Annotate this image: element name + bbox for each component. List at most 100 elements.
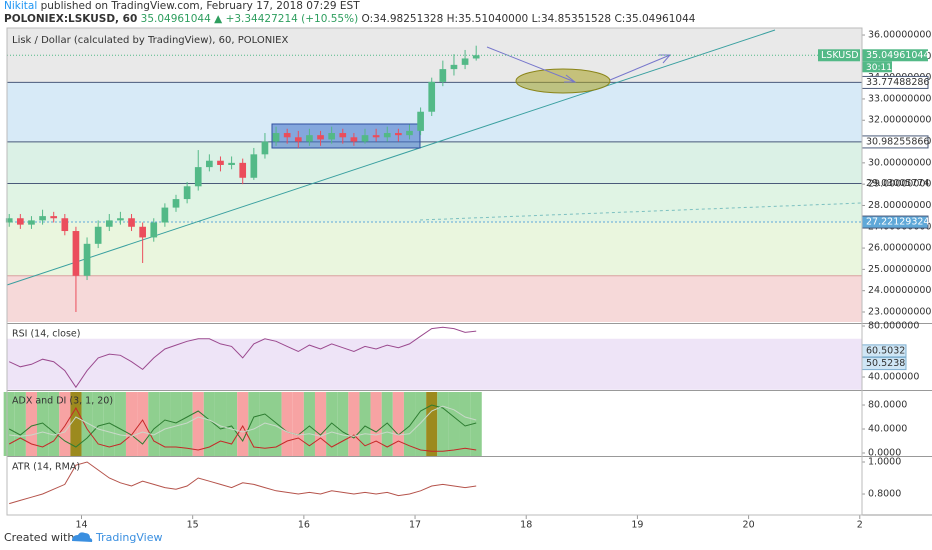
logo[interactable]	[72, 532, 93, 542]
trend-stripe	[114, 392, 126, 456]
candle-body	[194, 167, 202, 187]
trend-line	[6, 29, 776, 286]
candle-body	[94, 226, 102, 244]
trend-stripe	[381, 392, 393, 456]
y-tick-label: 30.00000000	[868, 157, 931, 168]
trend-stripe	[403, 392, 416, 456]
target-ellipse	[515, 68, 611, 94]
indicator-line	[9, 461, 477, 505]
trend-stripe	[170, 392, 182, 456]
candle-body	[428, 81, 436, 112]
trend-stripe	[270, 392, 282, 456]
x-tick-label: 14	[75, 520, 87, 531]
price-label: 35.04961044	[866, 50, 929, 61]
publish-line: Nikital published on TradingView.com, Fe…	[4, 0, 695, 13]
candle-body	[50, 216, 58, 219]
fib-zone	[7, 275, 862, 322]
trend-extension	[419, 202, 863, 221]
candle-body	[406, 130, 413, 136]
indicator-line	[8, 406, 477, 452]
y-tick-label: 80.0000	[868, 400, 907, 411]
trend-stripe	[81, 392, 93, 456]
candle-body	[228, 162, 235, 165]
candle-body	[328, 133, 335, 140]
ohlc-open: O:34.98251328	[361, 13, 444, 25]
candle-body	[172, 199, 180, 208]
y-tick-label: 40.000000	[868, 372, 919, 383]
up-arrow: ▲	[214, 13, 223, 25]
trend-stripe	[248, 392, 260, 456]
brand[interactable]: TradingView	[95, 531, 162, 544]
marks: 14 15 16 17 18 19 20 2 23.00000000 24.00000000 25.…	[5, 30, 931, 531]
x-tick-label: 15	[187, 520, 199, 531]
panel-title: ATR (14, RMA)	[12, 462, 80, 473]
trend-stripe	[70, 392, 82, 456]
footer: Created with TradingView	[4, 531, 162, 544]
trend-stripe	[259, 392, 271, 456]
y-tick-label: 26.00000000	[868, 243, 931, 254]
trend-stripe	[426, 392, 438, 456]
y-tick-label: 25.00000000	[868, 264, 931, 275]
y-tick-label: 33.00000000	[868, 93, 931, 104]
candle-body	[105, 220, 113, 227]
trend-stripe	[448, 392, 460, 456]
panel-title: ADX and DI (3, 1, 20)	[12, 396, 113, 407]
candle-body	[472, 55, 480, 59]
candle-body	[461, 58, 469, 65]
trend-stripe	[303, 392, 315, 456]
x-tick-label: 20	[743, 520, 755, 531]
trend-stripe	[103, 392, 115, 456]
trend-stripe	[59, 392, 71, 456]
panel-title: RSI (14, close)	[12, 329, 80, 340]
trend-stripe	[370, 392, 382, 456]
header: Nikital published on TradingView.com, Fe…	[4, 0, 695, 26]
symbol: POLONIEX:LSKUSD, 60	[4, 13, 138, 25]
trend-stripe	[159, 392, 171, 456]
value-label: 50.5238	[866, 358, 905, 369]
candle-body	[5, 218, 13, 223]
y-tick-label: 40.0000	[868, 424, 907, 435]
y-tick-label: 36.00000000	[868, 30, 931, 41]
last: 35.04961044	[140, 13, 211, 25]
candle-body	[417, 111, 424, 131]
y-tick-label: 24.00000000	[868, 285, 931, 296]
candle-body	[39, 216, 46, 221]
candle-body	[361, 135, 369, 142]
trend-stripe	[125, 392, 138, 456]
trend-stripe	[337, 392, 349, 456]
price-box	[862, 49, 928, 62]
candle-body	[339, 133, 347, 138]
chart-title: Lisk / Dollar (calculated by TradingView…	[12, 35, 288, 46]
candle-body	[28, 220, 35, 225]
trend-stripe	[459, 392, 471, 456]
candle-body	[17, 218, 24, 225]
candle-body	[217, 160, 224, 165]
candle-body	[450, 64, 458, 70]
trend-stripe	[48, 392, 60, 456]
created-with: Created with	[4, 531, 74, 544]
candle-body	[117, 218, 124, 221]
author[interactable]: Nikital	[4, 0, 38, 12]
value-label: 60.5032	[866, 345, 905, 356]
candle-body	[72, 231, 80, 276]
countdown-box	[862, 61, 892, 73]
y-tick-label: 32.00000000	[868, 115, 931, 126]
candle-body	[83, 243, 91, 276]
candle-body	[294, 137, 302, 142]
indicator-line	[8, 326, 477, 389]
indicator-line	[9, 405, 477, 437]
level-label: 27.22129324	[866, 217, 929, 228]
candle-body	[250, 154, 258, 178]
trend-stripe	[37, 392, 49, 456]
y-tick-label: 80.000000	[868, 321, 919, 332]
y-tick-label: 29.00000000	[868, 179, 931, 190]
trend-stripe	[92, 392, 104, 456]
symbol-label: LSKUSD	[821, 50, 859, 61]
fib-zone	[7, 28, 862, 83]
published: published on TradingView.com, February 1…	[40, 0, 360, 12]
candle-body	[283, 133, 291, 138]
trend-stripe	[3, 392, 15, 456]
trend-stripe	[415, 392, 427, 456]
trend-stripe	[137, 392, 149, 456]
candle-body	[261, 141, 269, 155]
